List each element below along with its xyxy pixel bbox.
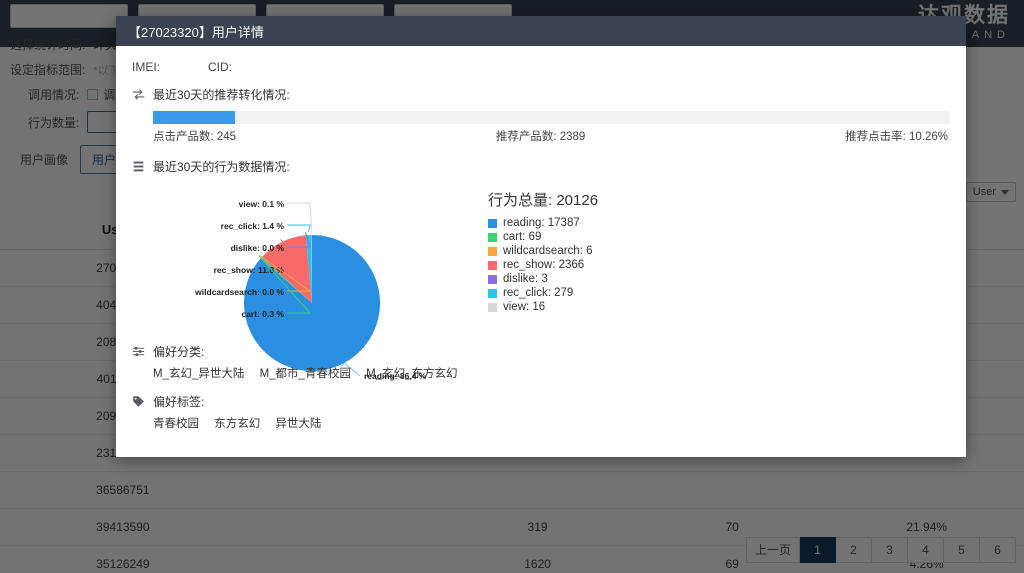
conversion-section-title: 最近30天的推荐转化情况: <box>132 86 950 103</box>
behavior-total-label: 行为总量: 20126 <box>488 192 599 209</box>
preference-tag-value-2[interactable]: 东方玄幻 <box>214 418 261 430</box>
tag-icon <box>133 396 144 407</box>
legend-swatch <box>488 218 497 228</box>
pie-chart-svg: view: 0.1 % rec_click: 1.4 % dislike: 0.0 … <box>194 199 427 381</box>
pie-leader-line <box>287 232 311 248</box>
pie-legend: 行为总量: 20126 reading: 17387 cart: 69 wildca… <box>488 189 598 315</box>
user-detail-modal: 【27023320】用户详情 IMEI: CID: 最近30天的推荐转化情况: … <box>116 16 966 457</box>
legend-swatch <box>488 232 497 242</box>
behavior-section-title: 最近30天的行为数据情况: <box>132 158 950 175</box>
legend-label: wildcardsearch: 6 <box>503 245 593 257</box>
legend-item: view: 16 <box>488 301 598 313</box>
pie-leader-line <box>279 239 312 270</box>
preference-tag-value-3[interactable]: 异世大陆 <box>275 418 322 430</box>
pie-slice-label: cart: 0.3 % <box>241 309 284 319</box>
pie-leader-line <box>259 254 312 292</box>
modal-title-bar: 【27023320】用户详情 <box>116 16 966 46</box>
imei-label: IMEI: <box>132 60 161 74</box>
pie-slice-label: rec_show: 11.8 % <box>214 265 285 275</box>
legend-item: rec_show: 2366 <box>488 259 598 271</box>
preference-category-heading: 偏好分类: <box>153 345 205 359</box>
conversion-stats: 点击产品数: 245 推荐产品数: 2389 推荐点击率: 10.26% <box>153 128 950 144</box>
sliders-icon <box>132 346 145 357</box>
pie-slice-label: view: 0.1 % <box>239 199 285 209</box>
pie-leader-line <box>287 224 311 233</box>
pie-slice-label: dislike: 0.0 % <box>231 243 285 253</box>
legend-swatch <box>488 302 497 312</box>
legend-item: reading: 17387 <box>488 217 598 229</box>
pie-leader-line <box>340 362 361 377</box>
legend-item: wildcardsearch: 6 <box>488 245 598 257</box>
pie-slice[interactable] <box>261 257 312 303</box>
preference-tags-block: 偏好标签: 青春校园 东方玄幻 异世大陆 <box>132 393 470 431</box>
legend-label: cart: 69 <box>503 231 542 243</box>
legend-swatch <box>488 288 497 298</box>
behavior-pie-chart: view: 0.1 % rec_click: 1.4 % dislike: 0.0 … <box>132 185 950 397</box>
legend-swatch <box>488 274 497 284</box>
legend-item: cart: 69 <box>488 231 598 243</box>
legend-swatch <box>488 260 497 270</box>
preference-category-value-1[interactable]: M_玄幻_异世大陆 <box>153 368 245 380</box>
cid-label: CID: <box>208 60 233 74</box>
preference-tags-values: 青春校园 东方玄幻 异世大陆 <box>153 415 470 431</box>
click-products-stat: 点击产品数: 245 <box>153 131 237 143</box>
preference-tags-title: 偏好标签: <box>132 393 470 410</box>
pie-leader-line <box>258 255 312 314</box>
preference-category-values: M_玄幻_异世大陆 M_都市_青春校园 M_玄幻_东方玄幻 <box>153 365 470 381</box>
legend-label: rec_click: 279 <box>503 287 574 299</box>
pie-slice-label: reading: 86.4 % <box>364 371 427 381</box>
pie-slice-label: rec_click: 1.4 % <box>221 221 285 231</box>
exchange-icon <box>132 89 145 100</box>
preference-category-block: 偏好分类: M_玄幻_异世大陆 M_都市_青春校园 M_玄幻_东方玄幻 <box>132 343 470 381</box>
legend-label: reading: 17387 <box>503 217 580 229</box>
identifier-row: IMEI: CID: <box>132 60 950 74</box>
preference-category-value-3[interactable]: M_玄幻_东方玄幻 <box>366 368 458 380</box>
conversion-progress-track <box>153 111 950 124</box>
preferences-section: 偏好分类: M_玄幻_异世大陆 M_都市_青春校园 M_玄幻_东方玄幻 <box>132 343 470 443</box>
behavior-heading: 最近30天的行为数据情况: <box>153 160 290 174</box>
click-rate-stat: 推荐点击率: 10.26% <box>845 131 948 143</box>
preference-tags-heading: 偏好标签: <box>153 395 205 409</box>
rec-products-stat: 推荐产品数: 2389 <box>495 131 586 143</box>
legend-label: view: 16 <box>503 301 546 313</box>
preference-category-title: 偏好分类: <box>132 343 470 360</box>
conversion-heading: 最近30天的推荐转化情况: <box>153 88 290 102</box>
list-icon <box>133 161 144 172</box>
legend-label: dislike: 3 <box>503 273 548 285</box>
legend-swatch <box>488 246 497 256</box>
modal-body: IMEI: CID: 最近30天的推荐转化情况: 点击产品数: 245 推荐产品… <box>116 46 966 457</box>
legend-label: rec_show: 2366 <box>503 259 585 271</box>
preference-category-value-2[interactable]: M_都市_青春校园 <box>259 368 351 380</box>
pie-slice-label: wildcardsearch: 0.0 % <box>194 287 284 297</box>
pie-slice[interactable] <box>261 235 312 303</box>
legend-item: rec_click: 279 <box>488 287 598 299</box>
legend-item: dislike: 3 <box>488 273 598 285</box>
preference-tag-value-1[interactable]: 青春校园 <box>153 418 199 430</box>
modal-title: 【27023320】用户详情 <box>128 24 264 40</box>
conversion-progress-fill <box>153 111 235 124</box>
pie-slice[interactable] <box>260 257 312 303</box>
pie-legend-items: reading: 17387 cart: 69 wildcardsearch: 6 r… <box>488 217 598 313</box>
pie-leader-line <box>287 202 313 233</box>
